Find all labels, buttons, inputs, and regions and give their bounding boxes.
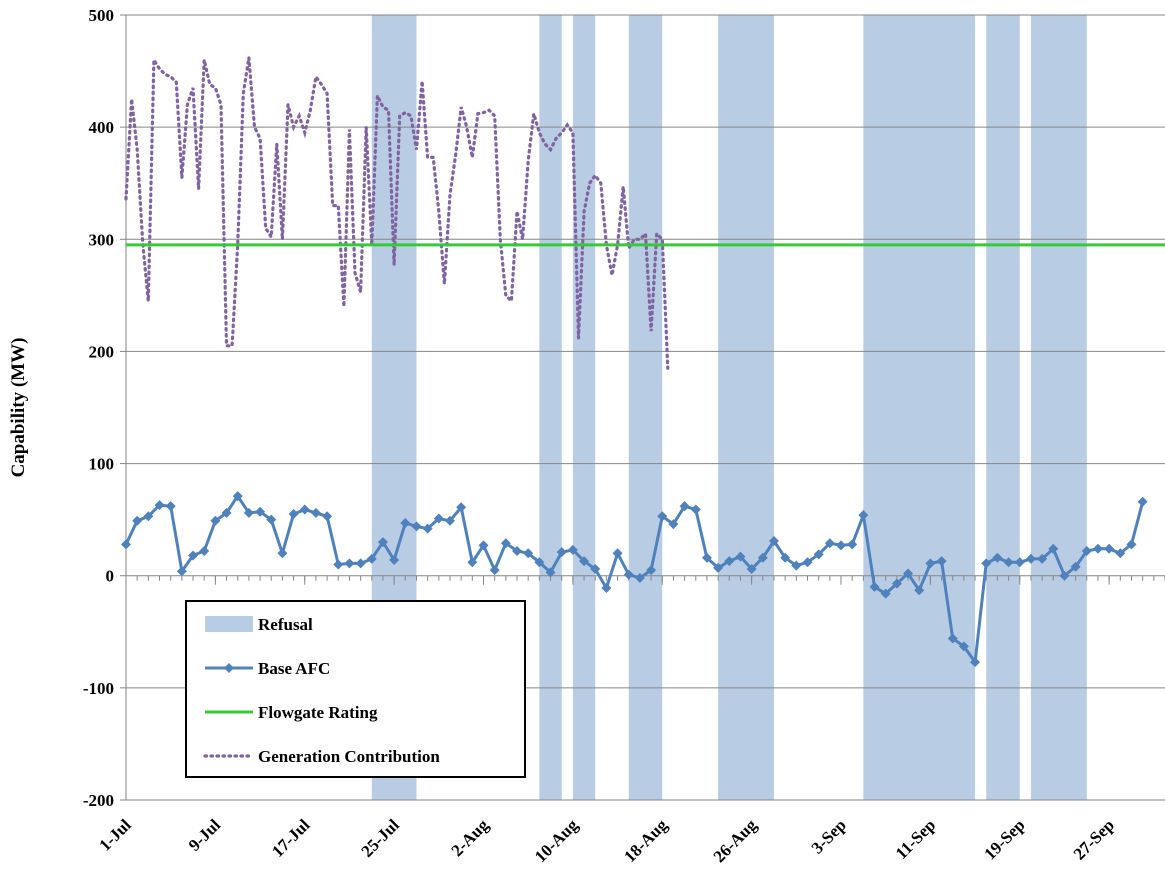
- y-tick-label: 200: [89, 342, 115, 361]
- y-tick-label: 300: [89, 230, 115, 249]
- x-tick-label: 9-Jul: [185, 815, 225, 855]
- base-afc-point: [300, 505, 310, 515]
- base-afc-point: [333, 560, 343, 570]
- legend-swatch-refusal: [205, 616, 253, 632]
- y-axis-title: Capability (MW): [8, 338, 29, 478]
- y-tick-label: 0: [106, 567, 115, 586]
- legend: Refusal Base AFC Flowgate Rating Generation…: [186, 601, 525, 777]
- x-tick-label: 18-Aug: [620, 815, 671, 866]
- x-tick-label: 11-Sep: [892, 815, 940, 863]
- x-tick-label: 10-Aug: [531, 815, 582, 866]
- x-tick-label: 2-Aug: [447, 815, 492, 860]
- x-tick-label: 27-Sep: [1070, 815, 1118, 863]
- y-tick-label: 500: [89, 6, 115, 25]
- base-afc-point: [344, 558, 354, 568]
- x-tick-label: 17-Jul: [268, 815, 314, 861]
- base-afc-point: [121, 539, 131, 549]
- base-afc-point: [1138, 497, 1148, 507]
- legend-label: Generation Contribution: [258, 747, 440, 766]
- legend-label: Base AFC: [258, 659, 330, 678]
- base-afc-point: [166, 501, 176, 511]
- refusal-band: [539, 15, 561, 800]
- x-tick-label: 26-Aug: [710, 815, 761, 866]
- base-afc-point: [1104, 544, 1114, 554]
- y-tick-label: -100: [83, 679, 114, 698]
- base-afc-point: [277, 548, 287, 558]
- y-tick-label: 100: [89, 455, 115, 474]
- base-afc-point: [847, 539, 857, 549]
- legend-label: Refusal: [258, 615, 313, 634]
- base-afc-point: [356, 558, 366, 568]
- y-tick-label: 400: [89, 118, 115, 137]
- x-tick-label: 25-Jul: [357, 815, 403, 861]
- base-afc-point: [691, 505, 701, 515]
- refusal-band: [986, 15, 1020, 800]
- refusal-band: [863, 15, 975, 800]
- y-tick-label: -200: [83, 791, 114, 810]
- refusal-band: [629, 15, 663, 800]
- base-afc-point: [199, 546, 209, 556]
- refusal-band: [573, 15, 595, 800]
- x-tick-label: 3-Sep: [808, 815, 850, 857]
- x-tick-label: 1-Jul: [95, 815, 135, 855]
- legend-label: Flowgate Rating: [258, 703, 378, 722]
- base-afc-point: [836, 540, 846, 550]
- base-afc-point: [322, 511, 332, 521]
- refusal-band: [718, 15, 774, 800]
- base-afc-point: [289, 509, 299, 519]
- base-afc-point: [132, 516, 142, 526]
- x-tick-label: 19-Sep: [980, 815, 1028, 863]
- base-afc-point: [490, 565, 500, 575]
- refusal-band: [1031, 15, 1087, 800]
- base-afc-point: [311, 508, 321, 518]
- base-afc-point: [1093, 544, 1103, 554]
